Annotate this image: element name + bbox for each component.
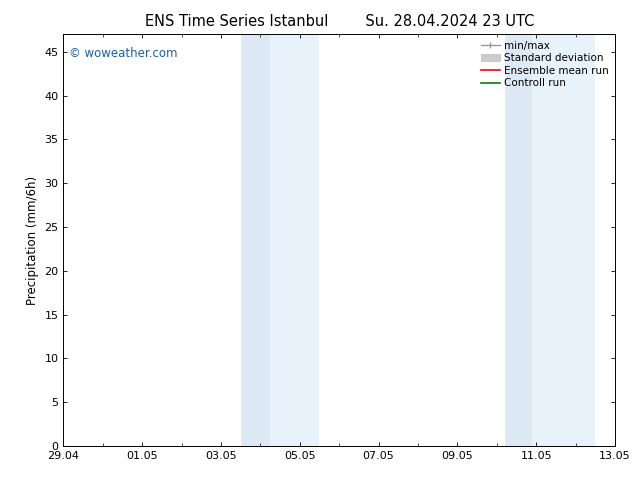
Title: ENS Time Series Istanbul        Su. 28.04.2024 23 UTC: ENS Time Series Istanbul Su. 28.04.2024 … xyxy=(145,14,534,29)
Text: © woweather.com: © woweather.com xyxy=(69,47,178,60)
Y-axis label: Precipitation (mm/6h): Precipitation (mm/6h) xyxy=(26,175,39,305)
Bar xyxy=(270,34,320,446)
Legend: min/max, Standard deviation, Ensemble mean run, Controll run: min/max, Standard deviation, Ensemble me… xyxy=(477,36,613,93)
Bar xyxy=(505,34,533,446)
Bar xyxy=(533,34,595,446)
Bar xyxy=(241,34,270,446)
